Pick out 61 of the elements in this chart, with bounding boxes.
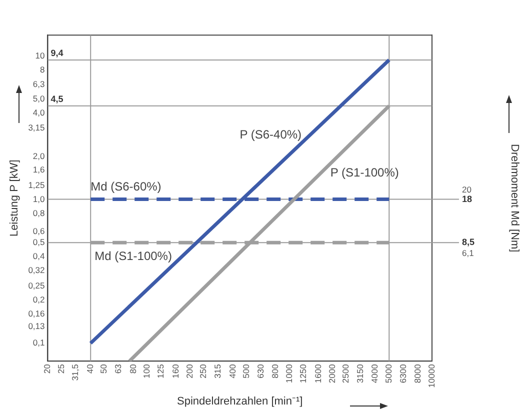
- x-tick-label: 3150: [354, 364, 365, 384]
- y-tick-label: 0,1: [32, 338, 46, 348]
- y-tick-label: 1,6: [32, 164, 46, 175]
- x-tick-label: 6300: [398, 364, 408, 384]
- x-tick-label: 125: [155, 364, 166, 378]
- x-tick-label: 160: [170, 364, 181, 378]
- y-tick-label: 0,2: [32, 294, 46, 304]
- series-label: P (S1-100%): [330, 166, 399, 180]
- y-tick-label: 0,8: [32, 208, 46, 218]
- ref-line-label: 4,5: [50, 94, 64, 104]
- x-tick-label: 31,5: [70, 364, 80, 381]
- y-tick-label: 8: [40, 64, 46, 74]
- y-tick-label: 1,25: [28, 180, 46, 190]
- y-tick-label: 0,32: [28, 265, 46, 276]
- x-tick-label: 630: [255, 364, 266, 378]
- x-tick-label: 10000: [426, 364, 436, 388]
- y-tick-label: 0,16: [28, 308, 46, 318]
- y-tick-label: 10: [35, 50, 45, 60]
- y-tick-label: 0,25: [28, 280, 46, 290]
- x-tick-label: 1000: [284, 364, 294, 384]
- x-tick-label: 63: [113, 364, 124, 374]
- x-tick-label: 250: [198, 364, 208, 378]
- series-label: Md (S6-60%): [90, 180, 162, 194]
- y-tick-label: 6,3: [32, 79, 46, 90]
- y-tick-label: 0,5: [32, 237, 46, 248]
- ref-line-label: 9,4: [50, 48, 64, 58]
- x-tick-label: 50: [98, 364, 109, 374]
- series-label: Md (S1-100%): [94, 248, 172, 263]
- series-label: P (S6-40%): [240, 128, 302, 142]
- x-tick-label: 4000: [370, 364, 380, 384]
- x-tick-label: 200: [184, 364, 194, 378]
- y2-axis-title: Drehmoment Md [Nm]: [508, 144, 520, 252]
- y-tick-label: 2,0: [32, 150, 46, 161]
- x-tick-label: 5000: [383, 364, 394, 384]
- x-tick-label: 80: [128, 364, 138, 374]
- x-tick-label: 2500: [340, 364, 351, 384]
- x-tick-label: 40: [84, 364, 95, 374]
- y-tick-label: 4,0: [32, 108, 46, 118]
- x-tick-label: 315: [212, 364, 223, 378]
- x-tick-label: 100: [142, 364, 152, 378]
- x-axis-title: Spindeldrehzahlen [min⁻¹]: [177, 395, 303, 408]
- y-tick-label: 5,0: [32, 94, 46, 104]
- y2-tick-label: 6,1: [462, 248, 474, 258]
- x-tick-label: 8000: [412, 364, 423, 384]
- x-tick-label: 400: [227, 364, 238, 378]
- x-tick-label: 1250: [298, 364, 308, 384]
- y-axis-title: Leistung P [kW]: [8, 160, 21, 237]
- ref-line-label: 18: [462, 194, 472, 204]
- x-tick-label: 25: [56, 364, 66, 374]
- y-tick-label: 0,6: [32, 226, 46, 236]
- y-tick-label: 0,4: [32, 251, 46, 262]
- y2-tick-label: 20: [462, 184, 472, 194]
- x-tick-label: 500: [241, 364, 252, 378]
- y-tick-label: 1,0: [32, 194, 46, 204]
- x-tick-label: 800: [270, 364, 280, 378]
- y-tick-label: 3,15: [28, 122, 46, 132]
- ref-line-label: 8,5: [462, 237, 474, 248]
- x-tick-label: 1600: [313, 364, 324, 384]
- y-tick-label: 0,13: [28, 321, 46, 332]
- x-tick-label: 2000: [326, 364, 337, 384]
- x-tick-label: 20: [42, 364, 52, 374]
